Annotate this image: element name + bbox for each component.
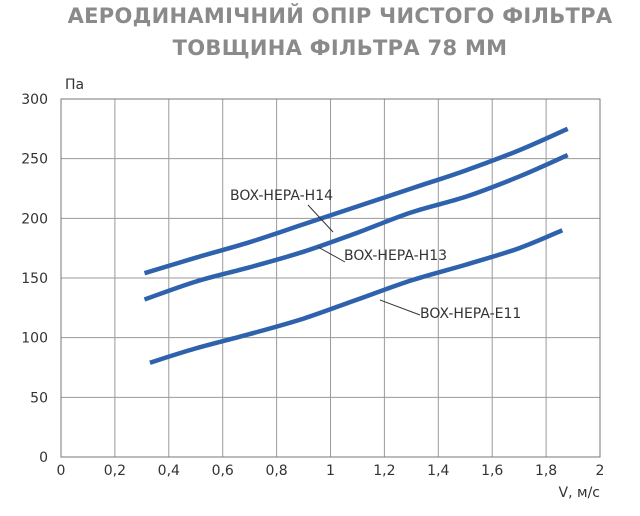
y-tick-label: 0 xyxy=(39,450,48,466)
x-tick-label: 1,8 xyxy=(535,463,557,479)
x-tick-label: 1 xyxy=(326,463,335,479)
x-tick-label: 0,4 xyxy=(158,463,180,479)
axes xyxy=(60,98,601,458)
x-tick-label: 1,6 xyxy=(481,463,503,479)
series-labels: BOX-HEPA-H14 BOX-HEPA-H13 BOX-HEPA-E11 xyxy=(230,188,521,322)
chart-title: АЕРОДИНАМІЧНИЙ ОПІР ЧИСТОГО ФІЛЬТРА xyxy=(67,4,613,28)
plot-frame xyxy=(60,98,601,458)
series-line-box-hepa-e11 xyxy=(149,228,564,365)
x-tick-label: 0,2 xyxy=(104,463,126,479)
series-group xyxy=(143,126,569,365)
series-label: BOX-HEPA-E11 xyxy=(420,306,521,322)
y-tick-label: 50 xyxy=(30,390,48,406)
x-tick-label: 0,8 xyxy=(265,463,287,479)
x-tick-label: 0 xyxy=(57,463,66,479)
series-line-box-hepa-h14 xyxy=(143,126,569,276)
y-tick-label: 300 xyxy=(21,92,48,108)
x-tick-label: 1,4 xyxy=(427,463,449,479)
y-tick-label: 100 xyxy=(21,331,48,347)
x-tick-labels: 0 0,2 0,4 0,6 0,8 1 1,2 1,4 1,6 1,8 2 xyxy=(57,463,605,479)
series-label-leader xyxy=(379,299,421,316)
y-axis-label: Па xyxy=(65,77,84,93)
x-axis-label: V, м/с xyxy=(559,485,600,501)
x-tick-label: 1,2 xyxy=(373,463,395,479)
series-label: BOX-HEPA-H13 xyxy=(344,248,447,264)
series-line-box-hepa-h13 xyxy=(143,153,569,302)
series-label-leader xyxy=(317,246,346,263)
series-label-leader xyxy=(307,204,334,233)
y-tick-labels: 0 50 100 150 200 250 300 xyxy=(21,92,48,466)
x-tick-label: 0,6 xyxy=(212,463,234,479)
y-tick-label: 150 xyxy=(21,271,48,287)
y-tick-label: 200 xyxy=(21,211,48,227)
chart-subtitle: ТОВЩИНА ФІЛЬТРА 78 ММ xyxy=(172,36,508,60)
series-label: BOX-HEPA-H14 xyxy=(230,188,333,204)
x-tick-label: 2 xyxy=(596,463,605,479)
y-tick-label: 250 xyxy=(21,152,48,168)
